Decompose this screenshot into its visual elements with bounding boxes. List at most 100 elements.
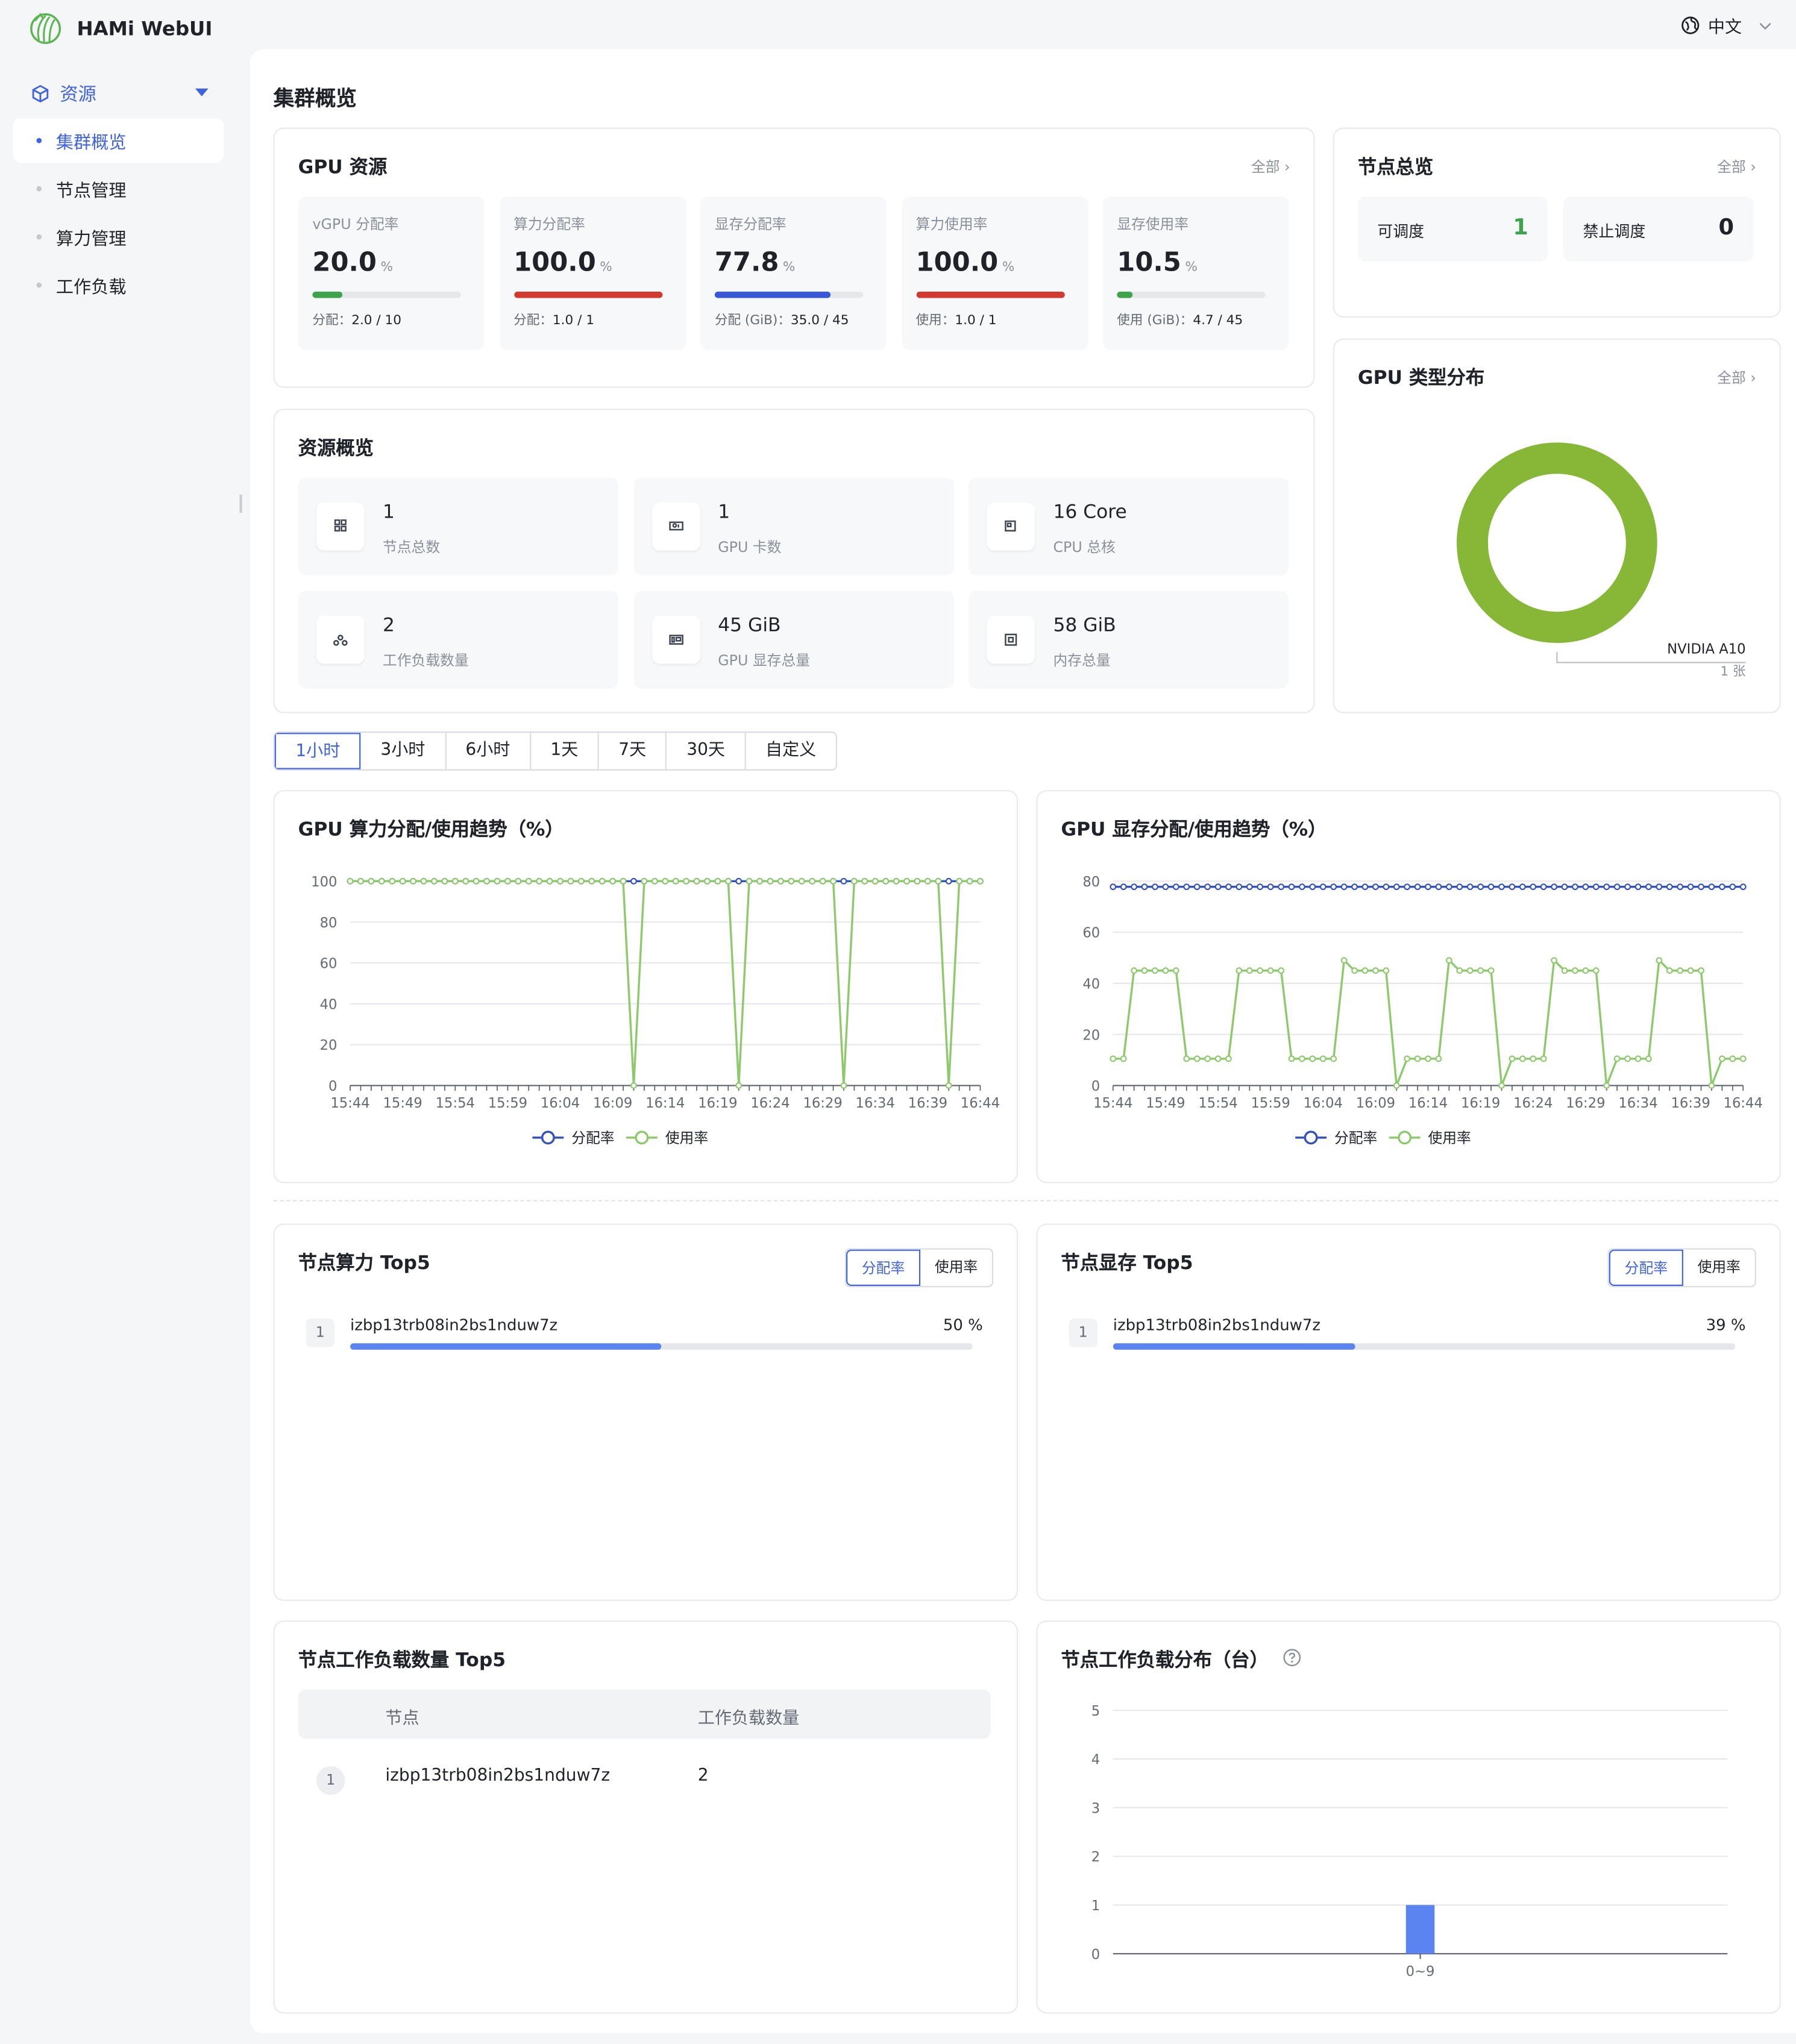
data-point[interactable] [462,877,469,885]
data-point[interactable] [1561,883,1568,891]
data-point[interactable] [1487,967,1495,974]
data-point[interactable] [1152,883,1158,891]
data-point[interactable] [1299,883,1305,891]
data-point[interactable] [1613,1055,1621,1062]
data-point[interactable] [1477,883,1484,891]
data-point[interactable] [956,877,963,885]
data-point[interactable] [1729,1055,1736,1062]
data-point[interactable] [1204,1055,1211,1062]
data-point[interactable] [914,877,921,885]
data-point[interactable] [1193,1055,1201,1062]
data-point[interactable] [1309,1055,1316,1062]
data-point[interactable] [1666,967,1673,974]
data-point[interactable] [1445,957,1452,964]
data-point[interactable] [1729,883,1736,891]
toggle-alloc[interactable]: 分配率 [846,1249,921,1287]
table-row[interactable]: 1 izbp13trb08in2bs1nduw7z 2 [298,1752,991,1804]
data-point[interactable] [1193,883,1201,891]
data-point[interactable] [1246,967,1253,974]
data-point[interactable] [1582,967,1589,974]
data-point[interactable] [1677,883,1684,891]
data-point[interactable] [1498,883,1505,891]
data-point[interactable] [1572,967,1578,974]
data-point[interactable] [577,877,585,885]
data-point[interactable] [1530,883,1537,891]
data-point[interactable] [1141,967,1148,974]
data-point[interactable] [1267,967,1274,974]
data-point[interactable] [662,877,669,885]
list-item[interactable]: 1 izbp13trb08in2bs1nduw7z 50 % [306,1316,983,1360]
data-point[interactable] [1582,883,1589,891]
data-point[interactable] [735,1082,743,1089]
data-point[interactable] [1425,1055,1431,1062]
data-point[interactable] [1509,1055,1516,1062]
data-point[interactable] [672,877,679,885]
data-point[interactable] [1425,883,1431,891]
data-point[interactable] [714,877,721,885]
data-point[interactable] [525,877,532,885]
data-point[interactable] [1414,1055,1421,1062]
language-switcher[interactable]: 中文 [1681,13,1773,38]
bar[interactable] [1405,1905,1435,1954]
data-point[interactable] [1278,883,1284,891]
data-point[interactable] [861,877,868,885]
data-point[interactable] [609,877,617,885]
data-point[interactable] [903,877,910,885]
time-range-option[interactable]: 1小时 [274,733,361,770]
sidebar-item-workloads[interactable]: 工作负载 [13,263,224,307]
data-point[interactable] [724,877,732,885]
data-point[interactable] [1519,1055,1526,1062]
legend-label[interactable]: 使用率 [1428,1129,1471,1146]
time-range-option[interactable]: 1天 [531,733,599,770]
data-point[interactable] [368,877,375,885]
data-point[interactable] [1698,883,1704,891]
data-point[interactable] [1445,883,1452,891]
data-point[interactable] [1372,967,1379,974]
data-point[interactable] [588,877,595,885]
data-point[interactable] [1561,967,1568,974]
data-point[interactable] [1372,883,1379,891]
data-point[interactable] [546,877,553,885]
data-point[interactable] [945,1082,952,1089]
data-point[interactable] [1278,967,1284,974]
data-point[interactable] [1592,967,1600,974]
data-point[interactable] [1340,883,1348,891]
sidebar-item-cluster-overview[interactable]: 集群概览 [13,118,224,163]
data-point[interactable] [567,877,574,885]
data-point[interactable] [935,877,942,885]
legend-label[interactable]: 分配率 [1334,1129,1377,1146]
data-point[interactable] [809,877,816,885]
data-point[interactable] [1677,967,1684,974]
time-range-option[interactable]: 3小时 [361,733,446,770]
data-point[interactable] [830,877,837,885]
list-item[interactable]: 1 izbp13trb08in2bs1nduw7z 39 % [1069,1316,1746,1360]
time-range-option[interactable]: 7天 [599,733,667,770]
data-point[interactable] [1330,1055,1337,1062]
data-point[interactable] [1393,1082,1400,1089]
data-point[interactable] [1340,957,1348,964]
data-point[interactable] [1404,883,1411,891]
legend-label[interactable]: 使用率 [665,1129,708,1146]
data-point[interactable] [651,877,658,885]
data-point[interactable] [1120,883,1127,891]
data-point[interactable] [1435,1055,1442,1062]
data-point[interactable] [1603,1082,1610,1089]
data-point[interactable] [1330,883,1337,891]
time-range-option[interactable]: 自定义 [765,741,817,760]
data-point[interactable] [1351,883,1358,891]
data-point[interactable] [1172,967,1179,974]
data-point[interactable] [1540,1055,1547,1062]
data-point[interactable] [389,877,396,885]
data-point[interactable] [1257,883,1264,891]
data-point[interactable] [536,877,543,885]
data-point[interactable] [1634,1055,1642,1062]
sidebar-resize-handle[interactable] [239,494,242,513]
data-point[interactable] [840,1082,847,1089]
data-point[interactable] [1404,1055,1411,1062]
data-point[interactable] [1645,883,1652,891]
legend-label[interactable]: 分配率 [571,1129,614,1146]
data-point[interactable] [451,877,459,885]
data-point[interactable] [1624,883,1631,891]
data-point[interactable] [1656,957,1663,964]
data-point[interactable] [473,877,480,885]
